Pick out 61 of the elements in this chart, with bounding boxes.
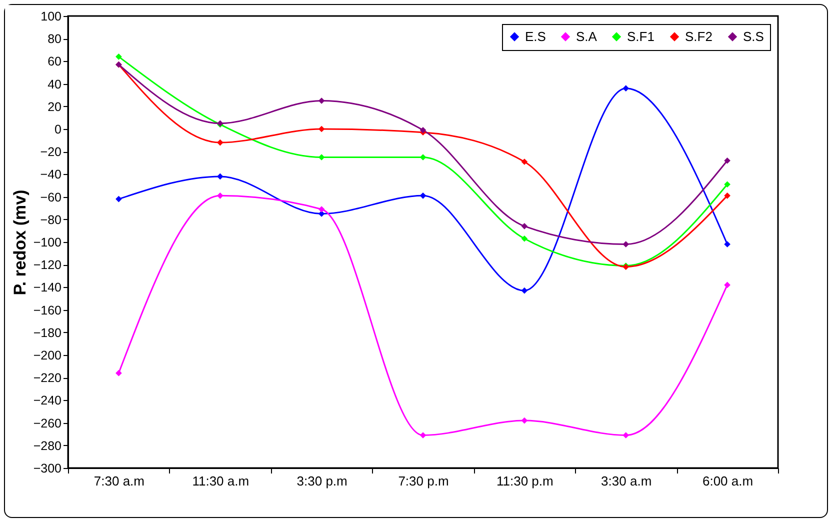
y-tick-label: −100 [33, 236, 62, 250]
x-tick-label: 6:00 a.m [702, 474, 754, 488]
y-tick-label: 60 [48, 54, 62, 69]
y-tick-label: −40 [40, 168, 62, 182]
legend-label: E.S [525, 28, 546, 44]
x-tick-label: 3:30 p.m [296, 474, 348, 488]
point [521, 287, 528, 294]
point [318, 126, 325, 132]
legend-label: S.A [576, 28, 598, 44]
point [724, 282, 730, 288]
y-tick-label: −20 [40, 145, 62, 160]
y-tick-label: 80 [48, 32, 62, 46]
y-tick-label: −240 [33, 394, 62, 408]
point [116, 54, 122, 60]
legend-label: S.F2 [685, 28, 712, 44]
x-tick-label: 11:30 p.m [496, 474, 554, 488]
y-tick-label: −140 [33, 280, 62, 295]
point [216, 173, 224, 180]
y-tick-label: 100 [40, 10, 62, 24]
x-tick-label: 3:30 a.m [601, 474, 652, 488]
y-tick-label: −180 [33, 326, 62, 340]
x-tick-label: 11:30 a.m [192, 474, 250, 488]
point [724, 241, 730, 248]
point [622, 85, 630, 92]
point [724, 157, 730, 164]
point [318, 154, 325, 160]
y-tick-label: −120 [33, 258, 62, 272]
y-axis-title: P. redox (mv) [10, 190, 30, 296]
point [724, 181, 730, 188]
point [420, 126, 426, 134]
point [622, 241, 630, 248]
legend-label: S.S [743, 28, 764, 44]
point [521, 417, 528, 424]
point [521, 223, 528, 230]
y-tick-label: −60 [40, 190, 62, 204]
point [216, 139, 224, 146]
x-tick-label: 7:30 a.m [94, 474, 145, 488]
point [724, 192, 730, 199]
point [622, 432, 630, 438]
y-tick-label: −300 [33, 462, 62, 476]
x-tick-label: 7:30 p.m [398, 474, 449, 488]
y-tick-label: −280 [33, 438, 62, 453]
point [521, 235, 528, 242]
y-tick-label: −160 [33, 303, 62, 318]
y-tick-label: 40 [48, 77, 62, 92]
legend-label: S.F1 [627, 28, 654, 44]
y-tick-label: −80 [40, 212, 62, 227]
point [318, 98, 325, 104]
y-tick-label: −220 [33, 371, 62, 386]
point [521, 158, 528, 165]
point [116, 196, 122, 202]
y-tick-label: 20 [48, 100, 62, 114]
y-tick-label: 0 [54, 122, 62, 136]
point [116, 370, 122, 376]
point [216, 192, 224, 199]
point [420, 432, 426, 438]
point [318, 206, 325, 212]
y-tick-label: −260 [33, 416, 62, 430]
point [420, 154, 426, 160]
point [420, 192, 426, 199]
y-tick-label: −200 [33, 348, 62, 362]
